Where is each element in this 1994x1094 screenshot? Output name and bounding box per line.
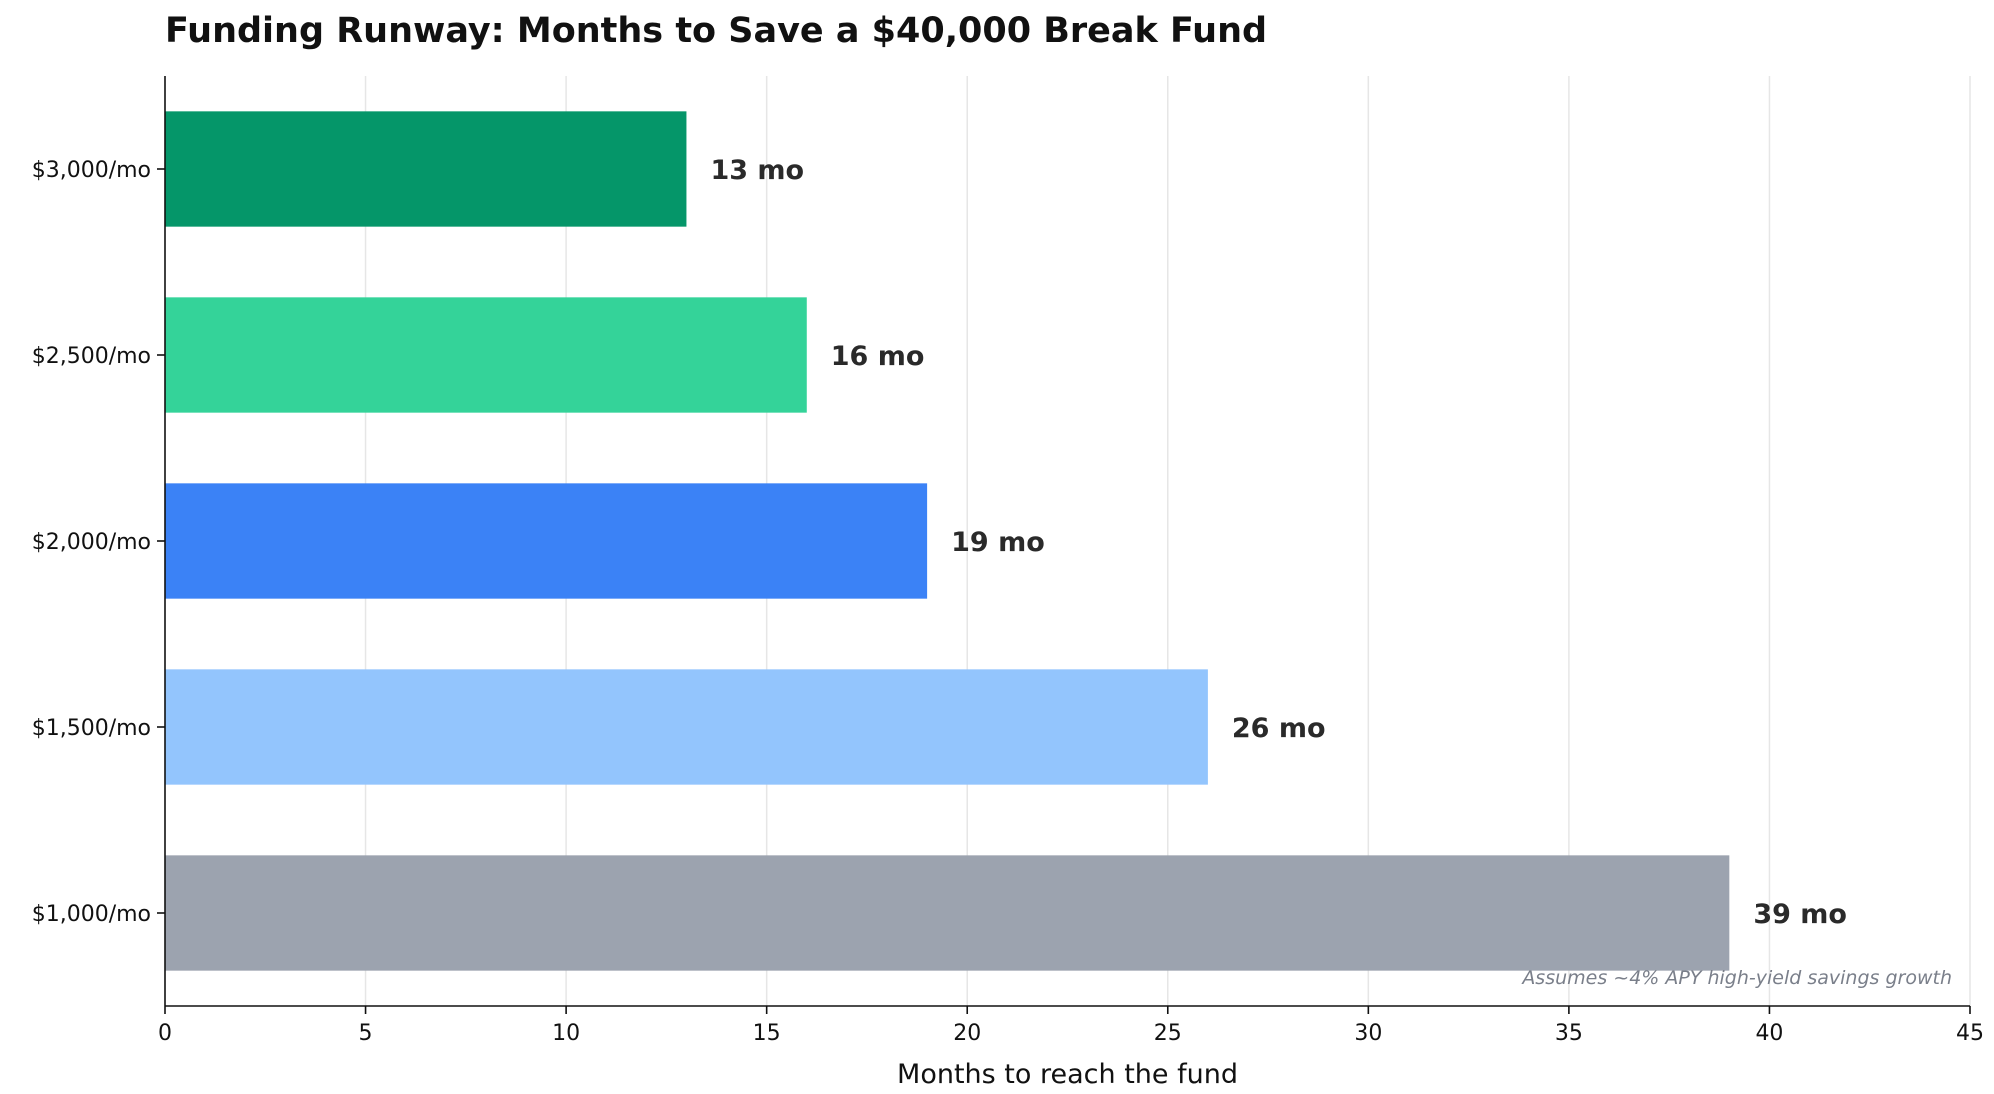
- bars: [165, 111, 1730, 971]
- data-label: 39 mo: [1753, 899, 1847, 930]
- y-tick-label: $2,000/mo: [32, 530, 151, 555]
- annotation-note: Assumes ~4% APY high-yield savings growt…: [1520, 967, 1952, 989]
- bar: [165, 483, 928, 599]
- y-tick-label: $1,500/mo: [32, 716, 151, 741]
- chart-title: Funding Runway: Months to Save a $40,000…: [165, 11, 1267, 51]
- bar: [165, 669, 1208, 785]
- x-tick-label: 0: [158, 1021, 172, 1046]
- data-label: 19 mo: [951, 527, 1045, 558]
- data-labels: 13 mo 16 mo 19 mo 26 mo 39 mo: [710, 155, 1847, 930]
- y-tick-label: $2,500/mo: [32, 344, 151, 369]
- y-tick-label: $3,000/mo: [32, 158, 151, 183]
- data-label: 26 mo: [1232, 713, 1326, 744]
- x-tick-label: 10: [552, 1021, 580, 1046]
- data-label: 16 mo: [831, 341, 925, 372]
- bar: [165, 297, 807, 413]
- y-tick-label: $1,000/mo: [32, 902, 151, 927]
- bar: [165, 111, 687, 227]
- data-label: 13 mo: [710, 155, 804, 186]
- y-axis-ticks: $3,000/mo $2,500/mo $2,000/mo $1,500/mo $1,0…: [32, 158, 165, 927]
- gridlines: [364, 76, 1971, 1006]
- x-tick-label: 35: [1555, 1021, 1583, 1046]
- x-tick-label: 30: [1354, 1021, 1382, 1046]
- x-tick-label: 25: [1154, 1021, 1182, 1046]
- x-tick-label: 45: [1956, 1021, 1984, 1046]
- x-axis-ticks: 0 5 10 15 20 25 30 35 40 45: [158, 1006, 1984, 1046]
- x-tick-label: 20: [953, 1021, 981, 1046]
- x-tick-label: 15: [753, 1021, 781, 1046]
- bar: [165, 855, 1730, 971]
- x-tick-label: 5: [359, 1021, 373, 1046]
- x-tick-label: 40: [1755, 1021, 1783, 1046]
- x-axis-label: Months to reach the fund: [897, 1059, 1238, 1090]
